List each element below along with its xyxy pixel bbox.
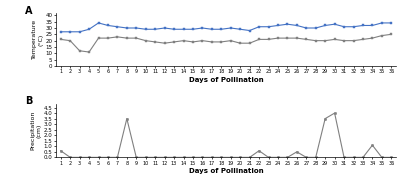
Y-axis label: Temperature
(°C): Temperature (°C): [32, 19, 44, 59]
X-axis label: Days of Pollination: Days of Pollination: [189, 76, 263, 83]
Text: B: B: [26, 96, 33, 106]
Y-axis label: Precipitation
(cm): Precipitation (cm): [30, 111, 42, 150]
X-axis label: Days of Pollination: Days of Pollination: [189, 168, 263, 174]
Text: A: A: [26, 6, 33, 16]
